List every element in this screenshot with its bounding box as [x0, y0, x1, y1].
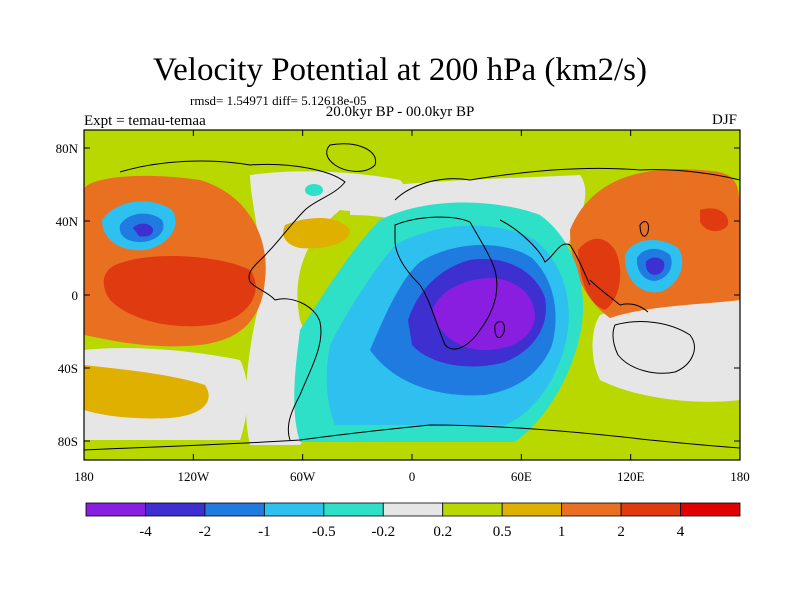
coastline-south-america [274, 298, 322, 441]
colorbar-swatch [323, 502, 384, 517]
strong-positive-southeast-asia [578, 238, 621, 310]
arctic-band [84, 130, 740, 172]
lon-tick-label: 0 [409, 469, 416, 484]
map-title: Velocity Potential at 200 hPa (km2/s) [152, 52, 648, 88]
colorbar-swatch [561, 502, 622, 517]
positive-anomaly-south-pacific [84, 365, 209, 419]
lat-tick-label: 0 [72, 288, 79, 303]
neutral-zone-west-pacific [592, 300, 740, 402]
negative-cell-north-atlantic [305, 184, 323, 196]
colorbar-swatch [145, 502, 206, 517]
coastlines [84, 143, 740, 451]
colorbar-swatch [501, 502, 563, 517]
lon-tick-label: 180 [730, 469, 750, 484]
colorbar-swatch [204, 502, 265, 517]
colorbar-label: 0.5 [493, 524, 512, 540]
coastline-greenland [326, 143, 377, 172]
lat-tick-label: 40S [58, 361, 78, 376]
colorbar-swatch [442, 502, 503, 517]
colorbar-label: 4 [677, 524, 685, 540]
colorbar-label: 2 [617, 524, 625, 540]
rmsd-diff-stats: rmsd= 1.54971 diff= 5.12618e-05 [190, 93, 367, 108]
colorbar-swatch [382, 502, 444, 517]
colorbar-label: -2 [199, 524, 212, 540]
coastline-north-america [119, 160, 346, 301]
lat-tick-label: 80N [56, 141, 79, 156]
axis-ticks: 180 120W 60W 0 60E 120E 180 80N 40N 0 40S 80S [56, 130, 750, 484]
experiment-label: Expt = temau-temaa [84, 113, 206, 129]
lon-tick-label: 60E [511, 469, 532, 484]
colorbar-swatch [263, 502, 325, 517]
colorbar-label: -4 [139, 524, 152, 540]
antarctic-band [84, 435, 740, 460]
period-label: 20.0kyr BP - 00.0kyr BP [325, 104, 475, 120]
colorbar-swatch [680, 502, 741, 517]
colorbar-label: -0.5 [312, 524, 336, 540]
lat-tick-label: 80S [58, 434, 78, 449]
colorbar-label: -0.2 [371, 524, 395, 540]
colorbar-swatch [620, 502, 681, 517]
colorbar-label: 1 [558, 524, 566, 540]
negative-cell-north-pacific-center [133, 223, 154, 237]
coastline-japan [639, 221, 649, 237]
strong-positive-east-pacific [103, 255, 256, 327]
lon-tick-label: 120W [177, 469, 210, 484]
lon-tick-label: 180 [74, 469, 94, 484]
lon-tick-label: 120E [617, 469, 645, 484]
coastline-eurasia [394, 167, 740, 201]
colorbar: -4 -2 -1 -0.5 -0.2 0.2 0.5 1 2 4 [85, 502, 741, 540]
colorbar-swatch [85, 502, 146, 517]
strong-positive-northwest-pacific [700, 208, 729, 232]
coastline-south-asia [499, 219, 591, 286]
coastline-australia [612, 321, 695, 374]
coastline-madagascar [494, 321, 505, 339]
coastline-antarctica [84, 424, 740, 451]
coastline-africa [394, 216, 498, 350]
colorbar-label: 0.2 [433, 524, 452, 540]
coastline-southeast-asia [589, 279, 649, 313]
contour-fill-layer [84, 130, 740, 460]
lon-tick-label: 60W [290, 469, 316, 484]
negative-anomaly-minus-four [432, 278, 535, 350]
season-label: DJF [712, 112, 738, 128]
lat-tick-label: 40N [56, 214, 79, 229]
positive-anomaly-europe [283, 218, 350, 249]
negative-cell-west-pacific-core [645, 257, 665, 275]
colorbar-label: -1 [258, 524, 271, 540]
